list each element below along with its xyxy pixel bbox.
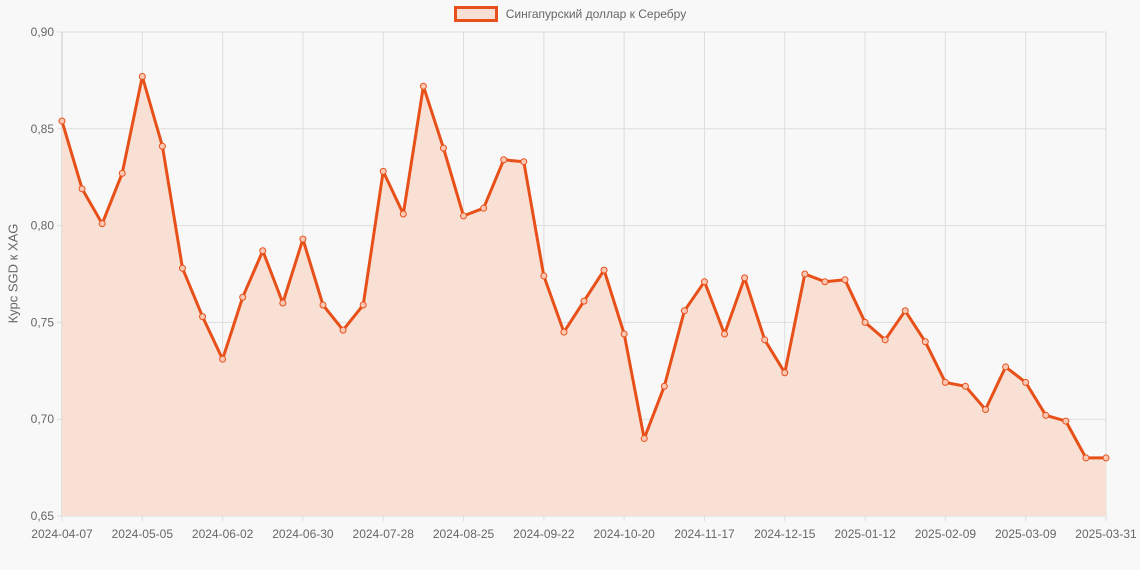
x-tick-label: 2024-06-02 [192,527,254,541]
data-point[interactable] [98,220,106,228]
x-tick-label: 2025-03-31 [1075,527,1137,541]
data-point[interactable] [901,307,909,315]
data-point[interactable] [961,382,969,390]
x-tick-label: 2025-01-12 [834,527,896,541]
x-tick-label: 2025-02-09 [915,527,977,541]
data-point[interactable] [480,204,488,212]
x-tick-label: 2024-12-15 [754,527,816,541]
data-point[interactable] [460,212,468,220]
x-tick-label: 2024-07-28 [353,527,415,541]
data-point[interactable] [620,330,628,338]
data-point[interactable] [279,299,287,307]
x-tick-label: 2024-08-25 [433,527,495,541]
data-point[interactable] [379,167,387,175]
data-point[interactable] [540,272,548,280]
x-tick-label: 2024-06-30 [272,527,334,541]
data-point[interactable] [439,144,447,152]
data-point[interactable] [921,338,929,346]
data-point[interactable] [1062,417,1070,425]
data-point[interactable] [580,297,588,305]
data-point[interactable] [58,117,66,125]
data-point[interactable] [138,73,146,81]
area-fill [62,76,1106,516]
data-point[interactable] [259,247,267,255]
data-point[interactable] [560,328,568,336]
data-point[interactable] [700,278,708,286]
data-point[interactable] [1002,363,1010,371]
x-tick-label: 2024-04-07 [31,527,93,541]
x-tick-label: 2024-09-22 [513,527,575,541]
data-point[interactable] [520,158,528,166]
data-point[interactable] [299,235,307,243]
data-point[interactable] [721,330,729,338]
data-point[interactable] [1082,454,1090,462]
y-tick-label: 0,70 [31,412,55,426]
data-point[interactable] [199,313,207,321]
y-tick-label: 0,85 [31,122,55,136]
y-axis-ticks: 0,65 0,70 0,75 0,80 0,85 0,90 [31,25,55,523]
data-point[interactable] [1022,378,1030,386]
x-tick-label: 2024-05-05 [112,527,174,541]
y-tick-label: 0,65 [31,509,55,523]
data-point[interactable] [781,369,789,377]
data-point[interactable] [1102,454,1110,462]
legend-swatch-icon [453,6,498,22]
data-point[interactable] [419,82,427,90]
data-point[interactable] [178,264,186,272]
y-axis-label: Курс SGD к XAG [5,223,21,324]
data-point[interactable] [761,336,769,344]
x-tick-label: 2024-10-20 [593,527,655,541]
data-point[interactable] [801,270,809,278]
data-point[interactable] [982,406,990,414]
data-point[interactable] [78,185,86,193]
y-tick-label: 0,90 [31,25,55,39]
data-point[interactable] [660,382,668,390]
legend-label: Сингапурский доллар к Серебру [505,7,687,21]
data-point[interactable] [841,276,849,284]
data-point[interactable] [741,274,749,282]
data-point[interactable] [600,266,608,274]
data-point[interactable] [861,318,869,326]
data-point[interactable] [881,336,889,344]
x-tick-label: 2024-11-17 [674,527,735,541]
data-point[interactable] [680,307,688,315]
x-tick-label: 2025-03-09 [995,527,1057,541]
x-axis-ticks: 2024-04-07 2024-05-05 2024-06-02 2024-06-30… [31,527,1137,541]
data-point[interactable] [158,142,166,150]
data-point[interactable] [1042,411,1050,419]
data-point[interactable] [640,435,648,443]
y-tick-label: 0,80 [31,219,55,233]
data-point[interactable] [941,378,949,386]
data-point[interactable] [219,355,227,363]
legend[interactable]: Сингапурский доллар к Серебру [0,6,1140,22]
data-point[interactable] [359,301,367,309]
data-point[interactable] [821,278,829,286]
data-point[interactable] [500,156,508,164]
y-tick-label: 0,75 [31,315,55,329]
data-point[interactable] [319,301,327,309]
data-point[interactable] [239,293,247,301]
data-point[interactable] [339,326,347,334]
data-point[interactable] [399,210,407,218]
data-points [58,73,1110,462]
data-point[interactable] [118,169,126,177]
